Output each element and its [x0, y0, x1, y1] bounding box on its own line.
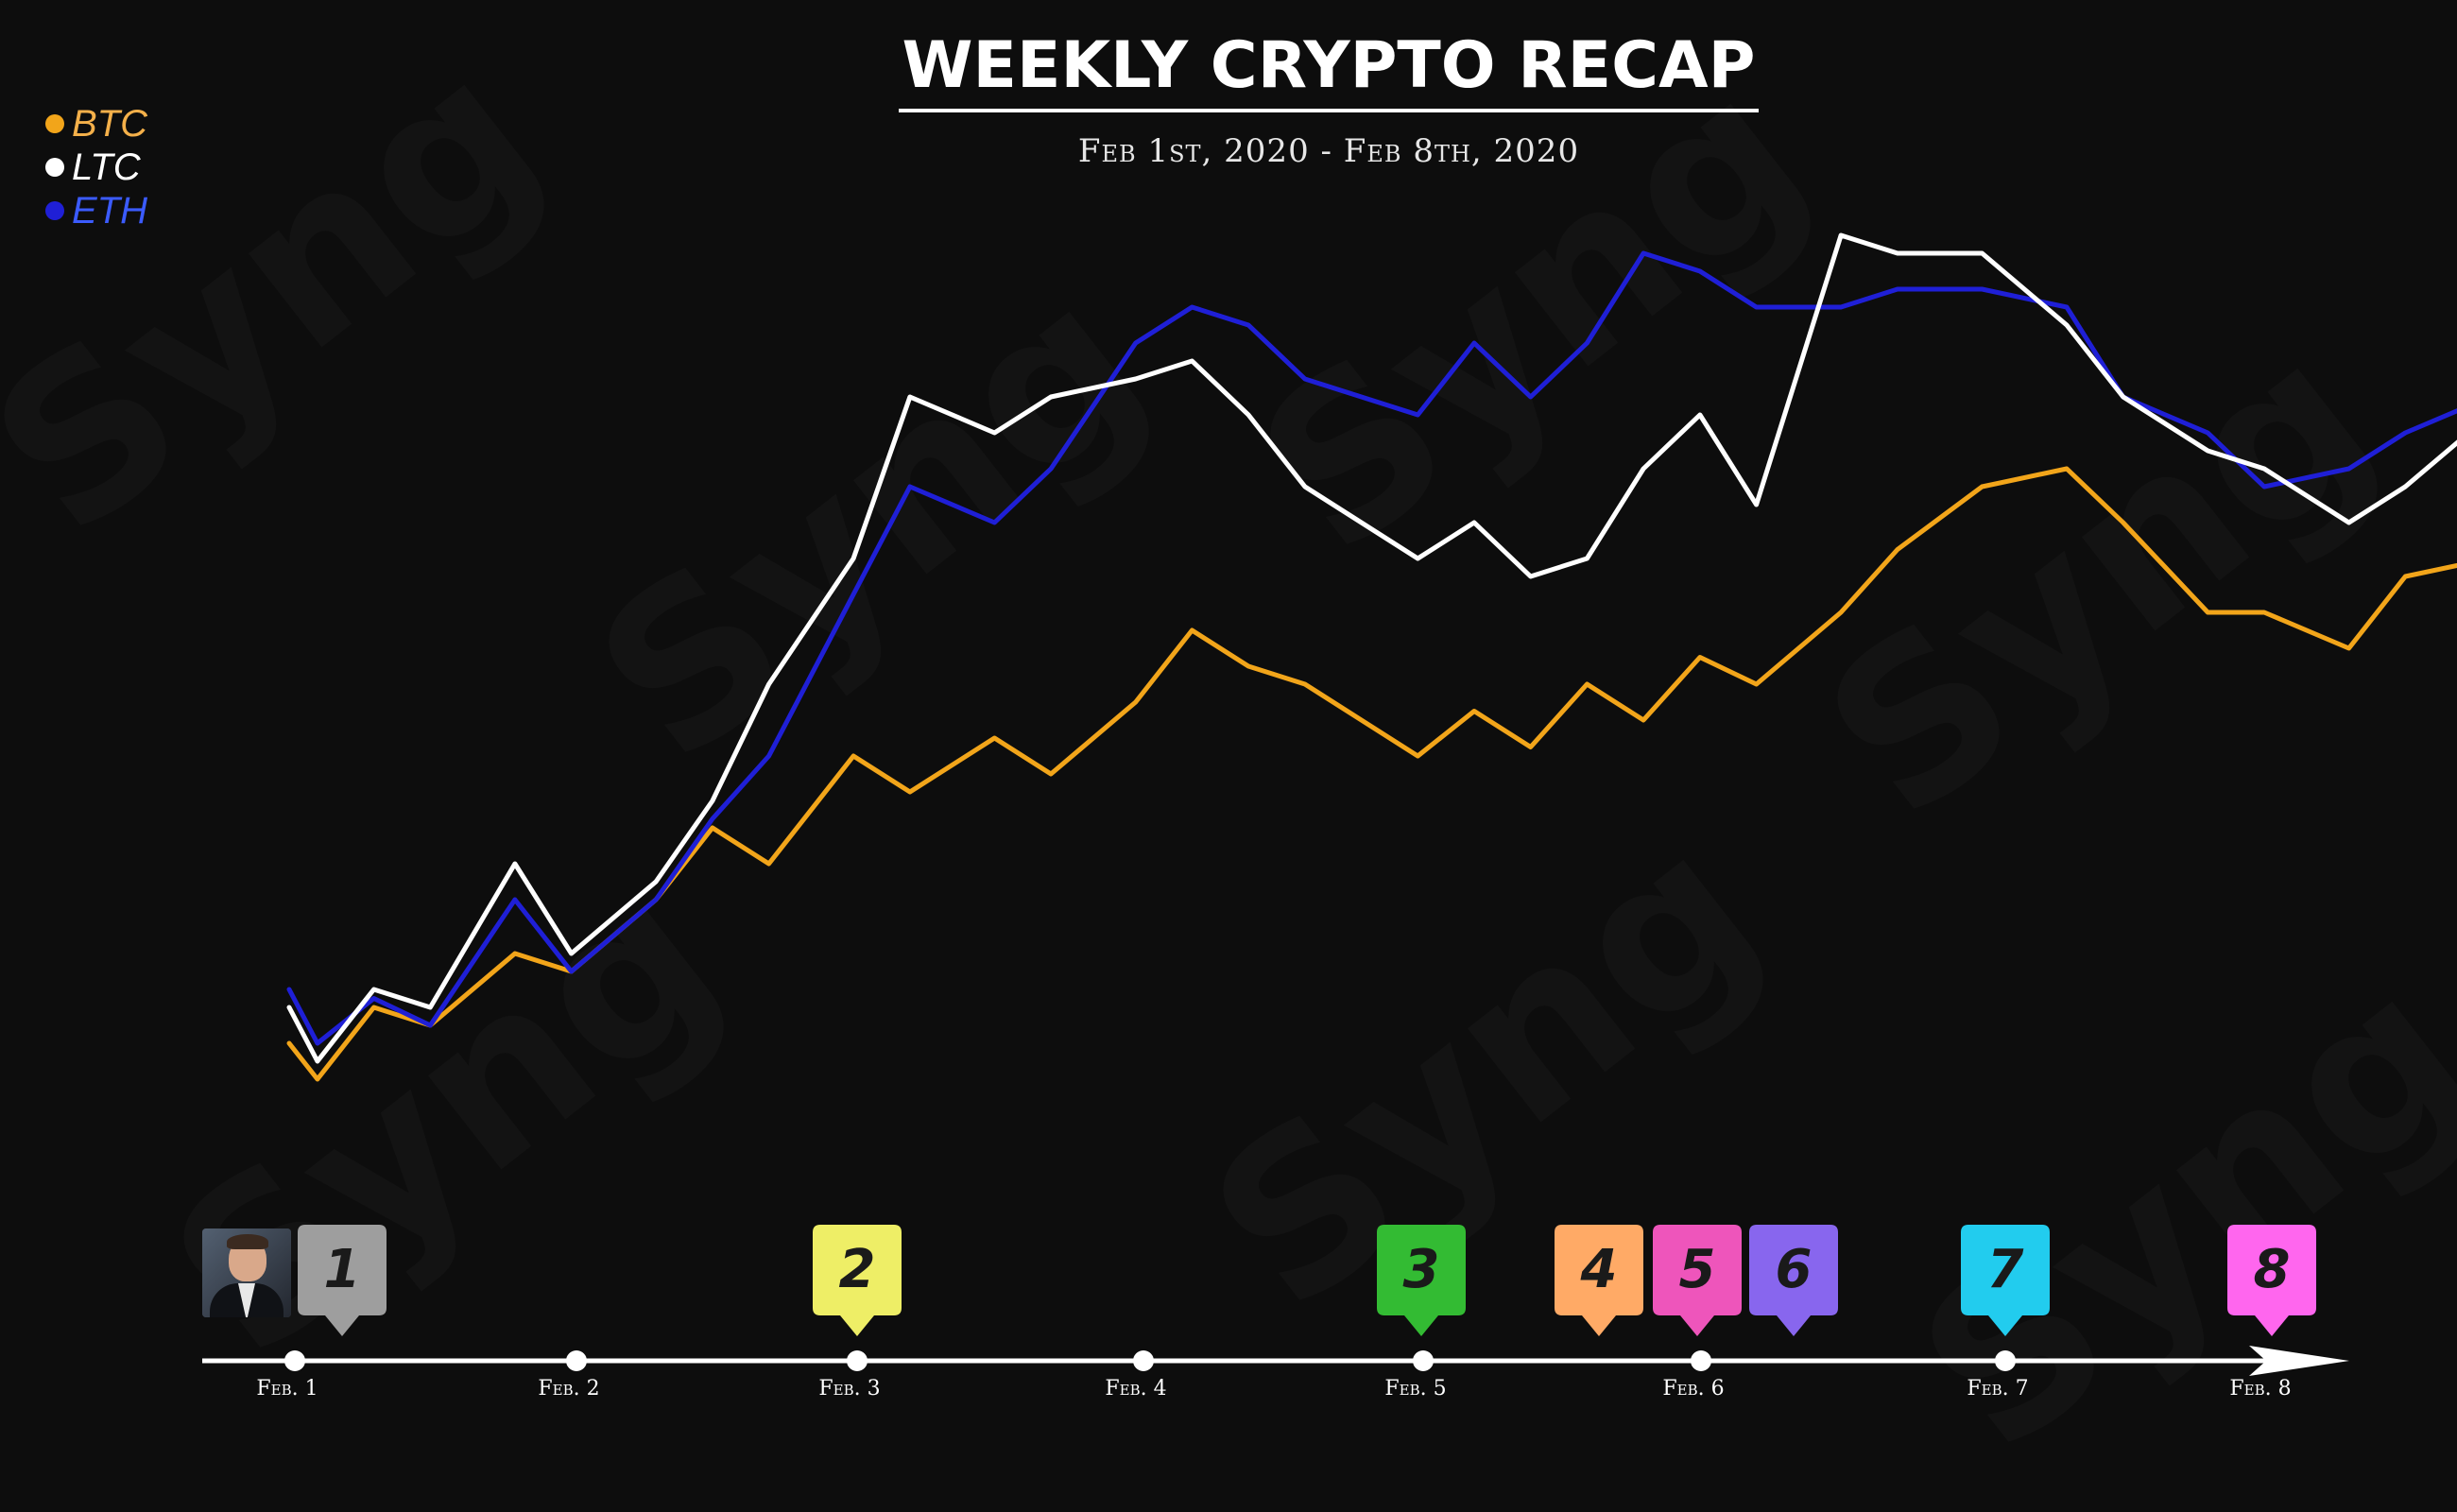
event-marker-label: 6	[1776, 1239, 1813, 1300]
chart-title: WEEKLY CRYPTO RECAP	[0, 28, 2457, 112]
timeline-arrow-icon	[2249, 1346, 2349, 1376]
legend-dot-ltc	[45, 158, 64, 177]
event-marker-label: 4	[1580, 1239, 1618, 1300]
event-marker-5: 5	[1653, 1225, 1742, 1336]
timeline-tick-dot	[1691, 1350, 1711, 1371]
event-marker-label: 2	[839, 1239, 876, 1300]
event-marker-pin-icon	[2227, 1225, 2316, 1336]
x-tick-label: Feb. 3	[818, 1377, 880, 1400]
timeline-tick-dot	[1995, 1350, 2016, 1371]
legend-label-btc: BTC	[72, 102, 147, 145]
timeline-tick-dot	[1133, 1350, 1154, 1371]
series-line-eth	[286, 250, 2457, 1046]
event-marker-label: 7	[1987, 1239, 2024, 1300]
legend-label-eth: ETH	[72, 189, 147, 232]
legend-item-eth: ETH	[45, 189, 147, 232]
event-marker-7: 7	[1961, 1225, 2050, 1336]
event-marker-label: 1	[324, 1239, 361, 1300]
timeline-tick-dot	[566, 1350, 587, 1371]
series-line-ltc	[286, 232, 2457, 1064]
event-marker-6: 6	[1749, 1225, 1838, 1336]
legend: BTC LTC ETH	[45, 102, 147, 232]
event-marker-pin-icon	[1749, 1225, 1838, 1336]
event-marker-pin-icon	[813, 1225, 902, 1336]
x-tick-label: Feb. 2	[538, 1377, 599, 1400]
x-tick-label: Feb. 1	[256, 1377, 318, 1400]
legend-dot-eth	[45, 201, 64, 220]
event-marker-label: 8	[2254, 1239, 2291, 1300]
legend-label-ltc: LTC	[72, 146, 141, 188]
event-marker-pin-icon	[1555, 1225, 1643, 1336]
legend-item-btc: BTC	[45, 102, 147, 146]
legend-item-ltc: LTC	[45, 146, 147, 189]
x-tick-label: Feb. 4	[1105, 1377, 1166, 1400]
event-marker-label: 5	[1679, 1239, 1716, 1300]
event-marker-pin-icon	[1377, 1225, 1466, 1336]
x-tick-label: Feb. 6	[1662, 1377, 1724, 1400]
event-marker-1: 1	[298, 1225, 387, 1336]
event-marker-4: 4	[1555, 1225, 1643, 1336]
legend-dot-btc	[45, 114, 64, 133]
series-line-btc	[286, 466, 2457, 1082]
timeline-tick-dot	[847, 1350, 868, 1371]
event-marker-pin-icon	[1653, 1225, 1742, 1336]
event-marker-8: 8	[2227, 1225, 2316, 1336]
chart-subtitle: Feb 1st, 2020 - Feb 8th, 2020	[1077, 132, 1580, 170]
event-marker-label: 3	[1403, 1239, 1440, 1300]
event-marker-pin-icon	[298, 1225, 387, 1336]
event-marker-2: 2	[813, 1225, 902, 1336]
timeline-tick-dot	[284, 1350, 305, 1371]
timeline-tick-dot	[1413, 1350, 1434, 1371]
x-tick-label: Feb. 8	[2229, 1377, 2291, 1400]
avatar	[202, 1228, 291, 1317]
event-marker-3: 3	[1377, 1225, 1466, 1336]
x-tick-label: Feb. 5	[1384, 1377, 1446, 1400]
event-marker-pin-icon	[1961, 1225, 2050, 1336]
x-tick-label: Feb. 7	[1967, 1377, 2028, 1400]
